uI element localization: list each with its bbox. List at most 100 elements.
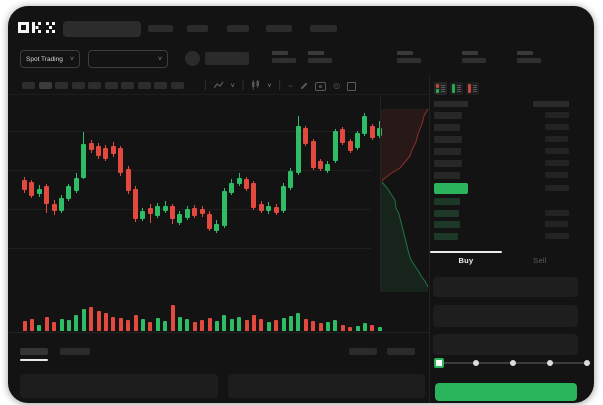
indicator-icon[interactable]	[213, 81, 224, 92]
timeframe-button[interactable]	[88, 82, 101, 89]
nav-item[interactable]	[310, 25, 337, 32]
ask-price-bar[interactable]	[434, 112, 462, 119]
orderbook-both-icon[interactable]	[434, 82, 447, 95]
timeframe-button[interactable]	[104, 82, 118, 89]
volume-bar	[133, 315, 138, 331]
bid-price-bar[interactable]	[434, 221, 460, 228]
bottom-tab[interactable]	[60, 348, 90, 355]
volume-bar	[207, 318, 212, 331]
timeframe-button[interactable]	[154, 82, 167, 89]
ask-price-bar[interactable]	[434, 124, 460, 131]
bottom-action[interactable]	[349, 348, 377, 355]
volume-plot	[20, 305, 382, 331]
orderbook-bids-icon[interactable]	[450, 82, 463, 95]
nav-item[interactable]	[227, 25, 249, 32]
ask-price-bar[interactable]	[434, 160, 462, 167]
amount-field[interactable]	[433, 305, 578, 327]
volume-bar	[74, 315, 79, 331]
bid-amount-bar	[545, 221, 568, 227]
orderbook-price-header	[434, 101, 468, 107]
candle	[110, 96, 116, 292]
price-chart[interactable]	[8, 94, 429, 333]
divider	[429, 74, 430, 403]
volume-bar	[340, 325, 345, 331]
candle	[118, 96, 124, 292]
timeframe-button[interactable]	[55, 82, 68, 89]
camera-icon[interactable]	[315, 81, 327, 91]
total-field[interactable]	[433, 334, 578, 355]
ask-amount-bar	[545, 124, 569, 130]
chevron-down-icon: ˅	[157, 55, 162, 63]
candle	[81, 96, 87, 292]
okx-logo	[18, 21, 58, 35]
slider-stop[interactable]	[547, 360, 553, 366]
divider: |	[204, 80, 207, 91]
chevron-down-icon[interactable]: ˅	[267, 82, 272, 90]
slider-stop[interactable]	[510, 360, 516, 366]
ticker-stat	[397, 51, 421, 63]
candle	[288, 96, 294, 292]
timeframe-button[interactable]	[170, 82, 184, 89]
candle	[96, 96, 101, 292]
bottom-panel[interactable]	[20, 374, 218, 398]
nav-item[interactable]	[148, 25, 173, 32]
candle	[325, 96, 331, 292]
ask-price-bar[interactable]	[434, 148, 461, 155]
bottom-tab-active[interactable]	[20, 348, 48, 355]
timeframe-button[interactable]	[121, 82, 134, 89]
bid-price-bar[interactable]	[434, 209, 459, 217]
candle	[73, 96, 79, 292]
line-style-icon[interactable]: ~	[288, 80, 294, 91]
volume-bar	[303, 319, 308, 331]
candle-type-icon[interactable]	[251, 80, 260, 92]
chevron-down-icon[interactable]: ˅	[230, 82, 235, 90]
candle	[162, 96, 168, 292]
volume-bar	[37, 325, 42, 331]
volume-bar	[185, 319, 190, 331]
ask-price-bar[interactable]	[434, 136, 462, 143]
draw-icon[interactable]	[300, 82, 308, 90]
slider-stop[interactable]	[584, 360, 590, 366]
volume-bar	[96, 311, 101, 331]
pair-selector-dropdown[interactable]: ˅	[88, 50, 168, 68]
ask-price-bar[interactable]	[434, 172, 460, 179]
timeframe-button[interactable]	[137, 82, 151, 89]
candle	[133, 96, 138, 292]
slider-stop[interactable]	[473, 360, 479, 366]
candle	[147, 96, 153, 292]
market-type-dropdown[interactable]: Spot Trading ˅	[20, 50, 80, 68]
ticker-stat	[462, 51, 486, 63]
candle	[347, 96, 353, 292]
tab-sell[interactable]: Sell	[533, 256, 547, 265]
settings-icon[interactable]: ◎	[333, 81, 341, 90]
price-field[interactable]	[433, 277, 578, 297]
volume-bar	[377, 327, 382, 331]
search-input[interactable]	[63, 21, 141, 37]
buy-button[interactable]	[435, 383, 577, 401]
tab-buy[interactable]: Buy	[458, 256, 474, 265]
volume-bar	[333, 320, 338, 331]
timeframe-button[interactable]	[38, 82, 52, 89]
volume-bar	[59, 319, 64, 331]
timeframe-button[interactable]	[22, 82, 35, 89]
volume-bar	[118, 318, 123, 331]
orderbook-asks-icon[interactable]	[466, 82, 479, 95]
bottom-tab-underline	[20, 359, 48, 361]
volume-bar	[281, 318, 286, 331]
fullscreen-icon[interactable]	[347, 81, 357, 91]
slider-handle[interactable]	[434, 358, 444, 368]
last-price-badge	[434, 183, 468, 194]
nav-item[interactable]	[187, 25, 208, 32]
candle	[125, 96, 131, 292]
candle	[377, 96, 383, 292]
bottom-action[interactable]	[387, 348, 415, 355]
volume-bar	[89, 307, 94, 331]
bottom-panel[interactable]	[228, 374, 425, 398]
timeframe-button[interactable]	[71, 82, 85, 89]
volume-bar	[192, 322, 197, 331]
bid-price-bar[interactable]	[434, 198, 460, 205]
nav-item[interactable]	[266, 25, 292, 32]
bid-price-bar[interactable]	[434, 232, 458, 240]
volume-bar	[29, 319, 34, 331]
candlestick-plot	[20, 96, 383, 292]
